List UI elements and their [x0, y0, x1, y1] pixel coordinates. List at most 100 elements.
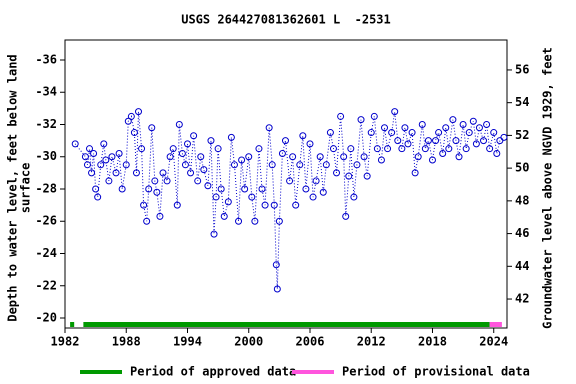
data-point	[148, 124, 156, 132]
data-point	[363, 172, 371, 180]
data-point	[194, 177, 202, 185]
x-tick-label: 1988	[112, 335, 141, 349]
data-point	[483, 120, 491, 128]
data-point	[384, 145, 392, 153]
data-point	[238, 156, 246, 164]
data-point	[421, 145, 429, 153]
data-point	[143, 217, 151, 225]
data-point	[469, 117, 477, 125]
data-point	[289, 153, 297, 161]
y-tick-label: -24	[35, 246, 57, 260]
data-point	[353, 161, 361, 169]
data-point	[130, 129, 138, 137]
data-point	[241, 185, 249, 193]
y2-tick-label: 42	[515, 292, 529, 306]
data-point	[299, 132, 307, 140]
period-bar	[70, 322, 75, 327]
x-tick-label: 2024	[479, 335, 508, 349]
y-axis-label: surface	[19, 163, 33, 214]
data-point	[105, 177, 113, 185]
data-point	[462, 145, 470, 153]
data-point	[140, 201, 148, 209]
y2-tick-label: 48	[515, 193, 529, 207]
legend-label: Period of provisional data	[342, 365, 530, 379]
data-point	[337, 112, 345, 120]
data-point	[370, 112, 378, 120]
data-point	[92, 185, 100, 193]
x-tick-label: 1994	[173, 335, 202, 349]
data-point	[480, 137, 488, 145]
data-point	[428, 156, 436, 164]
data-point	[388, 129, 396, 137]
data-point	[391, 108, 399, 116]
y2-tick-label: 54	[515, 95, 529, 109]
data-point	[442, 124, 450, 132]
data-point	[411, 169, 419, 177]
data-line	[74, 111, 505, 290]
y-tick-label: -22	[35, 278, 57, 292]
data-point	[347, 145, 355, 153]
data-point	[340, 153, 348, 161]
data-point	[83, 161, 91, 169]
data-point	[465, 129, 473, 137]
data-point	[187, 169, 195, 177]
data-point	[100, 140, 108, 148]
y-tick-label: -30	[35, 149, 57, 163]
x-tick-label: 2018	[418, 335, 447, 349]
data-point	[312, 177, 320, 185]
data-point	[326, 129, 334, 137]
data-point	[97, 161, 105, 169]
data-point	[175, 120, 183, 128]
x-tick-label: 2006	[296, 335, 325, 349]
data-point	[153, 188, 161, 196]
data-point	[360, 153, 368, 161]
data-point	[316, 153, 324, 161]
data-point	[258, 185, 266, 193]
data-point	[214, 145, 222, 153]
data-point	[115, 150, 123, 158]
data-point	[255, 145, 263, 153]
data-point	[459, 120, 467, 128]
data-point	[439, 150, 447, 158]
data-point	[204, 182, 212, 190]
data-point	[329, 145, 337, 153]
data-point	[302, 185, 310, 193]
data-point	[309, 193, 317, 201]
data-point	[151, 177, 159, 185]
chart-title: USGS 264427081362601 L -2531	[181, 13, 391, 27]
period-bar	[83, 322, 490, 327]
data-point	[272, 261, 280, 269]
data-point	[173, 201, 181, 209]
data-point	[156, 212, 164, 220]
data-point	[122, 161, 130, 169]
data-point	[472, 140, 480, 148]
data-point	[159, 169, 167, 177]
y-tick-label: -20	[35, 311, 57, 325]
plot-frame	[64, 39, 508, 329]
x-tick-label: 1982	[51, 335, 80, 349]
data-point	[367, 129, 375, 137]
data-point	[500, 133, 508, 141]
data-point	[401, 124, 409, 132]
data-point	[220, 212, 228, 220]
data-point	[265, 124, 273, 132]
data-point	[212, 193, 220, 201]
data-point	[210, 230, 218, 238]
data-point	[306, 140, 314, 148]
data-point	[124, 117, 132, 125]
data-point	[217, 185, 225, 193]
data-point	[273, 285, 281, 293]
data-point	[235, 217, 243, 225]
data-point	[102, 156, 110, 164]
data-point	[445, 145, 453, 153]
data-point	[251, 217, 259, 225]
data-point	[270, 201, 278, 209]
data-point	[166, 153, 174, 161]
data-point	[381, 124, 389, 132]
data-point	[373, 145, 381, 153]
data-point	[455, 153, 463, 161]
data-point	[435, 129, 443, 137]
data-point	[286, 177, 294, 185]
data-point	[414, 153, 422, 161]
data-point	[88, 169, 96, 177]
